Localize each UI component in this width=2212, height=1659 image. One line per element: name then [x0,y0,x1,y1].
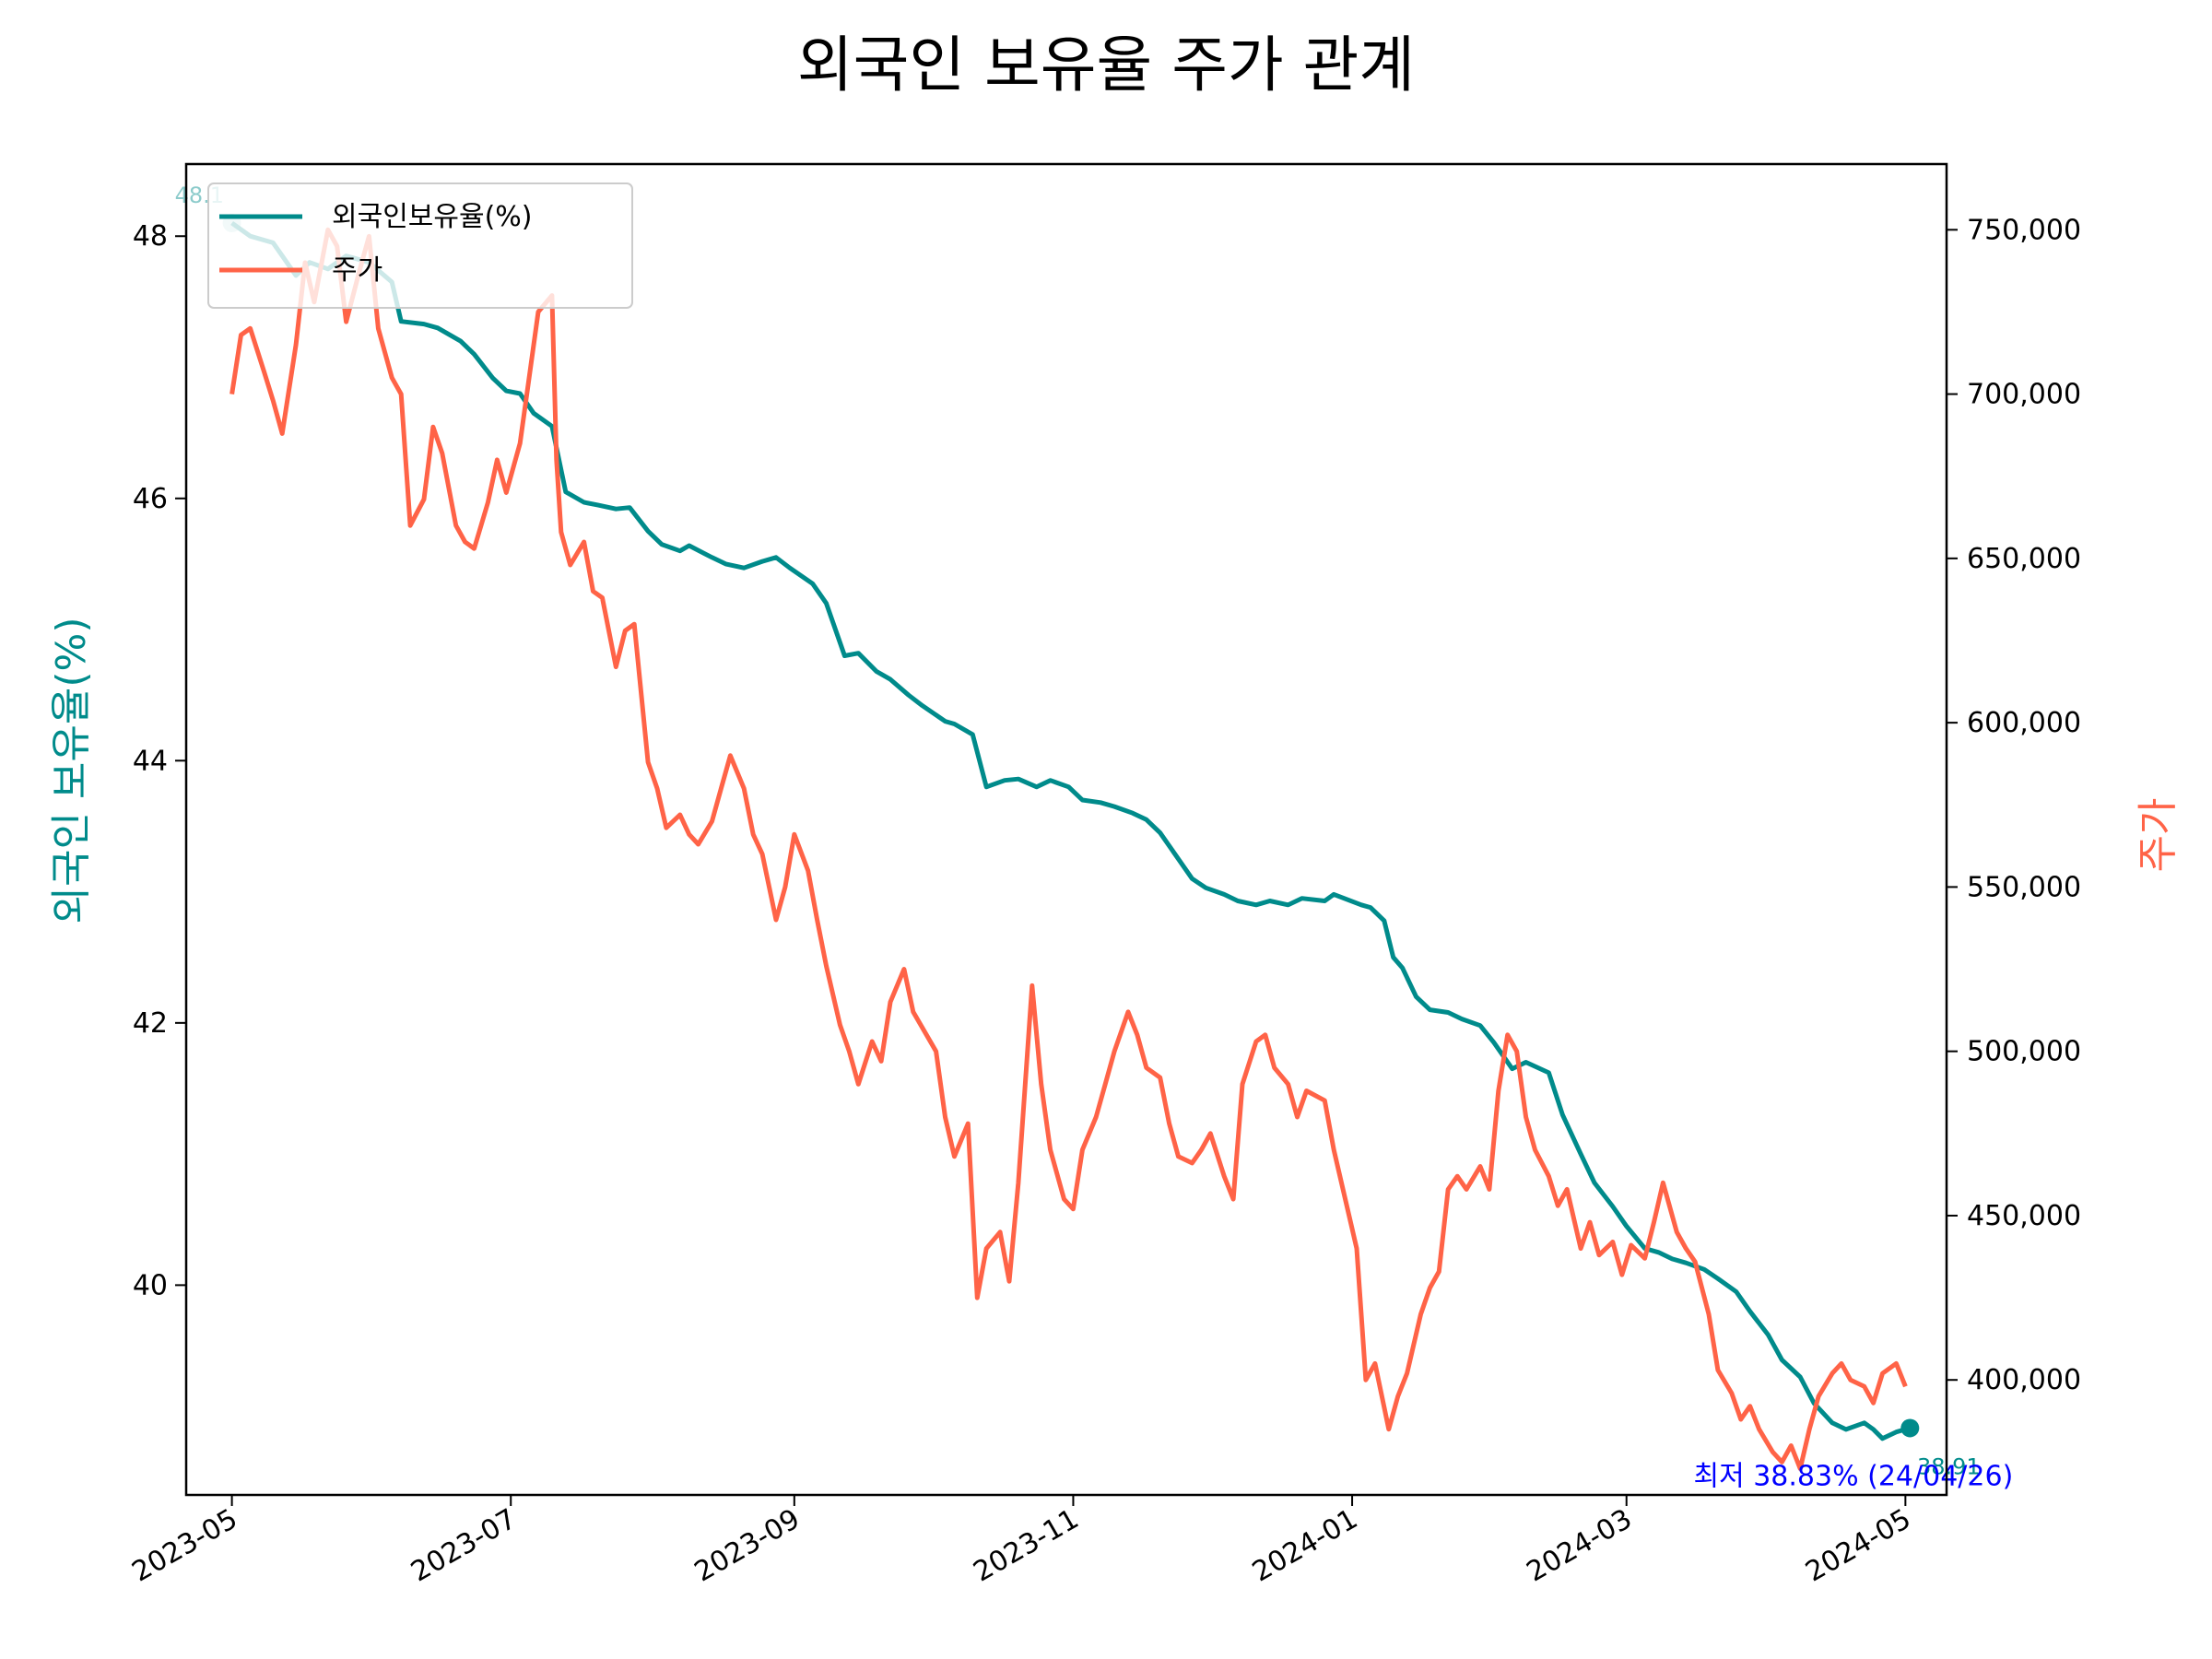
y-tick-label-right: 400,000 [1967,1364,2081,1396]
y-tick-label-left: 40 [133,1269,168,1301]
min-annotation: 최저 38.83% (24/04/26) [1693,1460,2013,1492]
x-tick-label: 2023-05 [127,1503,243,1589]
legend-label-holding: 외국인보유율(%) [332,201,533,233]
y-tick-label-right: 500,000 [1967,1036,2081,1068]
y-tick-label-right: 450,000 [1967,1200,2081,1232]
y-tick-label-left: 42 [133,1007,168,1040]
plot-area [186,164,1947,1495]
x-tick-label: 2023-11 [968,1503,1084,1589]
x-tick-label: 2024-03 [1522,1503,1638,1589]
series-line-price [229,227,1908,1471]
marker-end-holding [1900,1418,1920,1438]
plot-frame [184,162,1948,1497]
legend: 외국인보유율(%) 주가 [207,182,633,309]
y-tick-label-right: 650,000 [1967,543,2081,575]
y-axis-label-left: 외국인 보유율(%) [48,617,95,924]
y-tick-label-left: 44 [133,745,168,777]
x-tick-label: 2023-09 [689,1503,806,1589]
legend-box [207,182,633,309]
y-tick-label-right: 550,000 [1967,871,2081,903]
legend-label-price: 주가 [332,254,382,287]
chart-title: 외국인 보유율 주가 관계 [797,29,1415,100]
y-tick-label-right: 750,000 [1967,214,2081,246]
x-tick-label: 2023-07 [406,1503,522,1589]
y-tick-label-left: 46 [133,483,168,515]
y-axis-label-right: 주가 [2135,798,2182,873]
series-line-holding [230,220,1911,1441]
y-tick-label-right: 600,000 [1967,707,2081,739]
y-tick-label-right: 700,000 [1967,379,2081,411]
end-value-label: 38.91 [1917,1453,1981,1479]
x-tick-label: 2024-05 [1800,1503,1916,1589]
x-tick-label: 2024-01 [1247,1503,1363,1589]
y-tick-label-left: 48 [133,220,168,253]
